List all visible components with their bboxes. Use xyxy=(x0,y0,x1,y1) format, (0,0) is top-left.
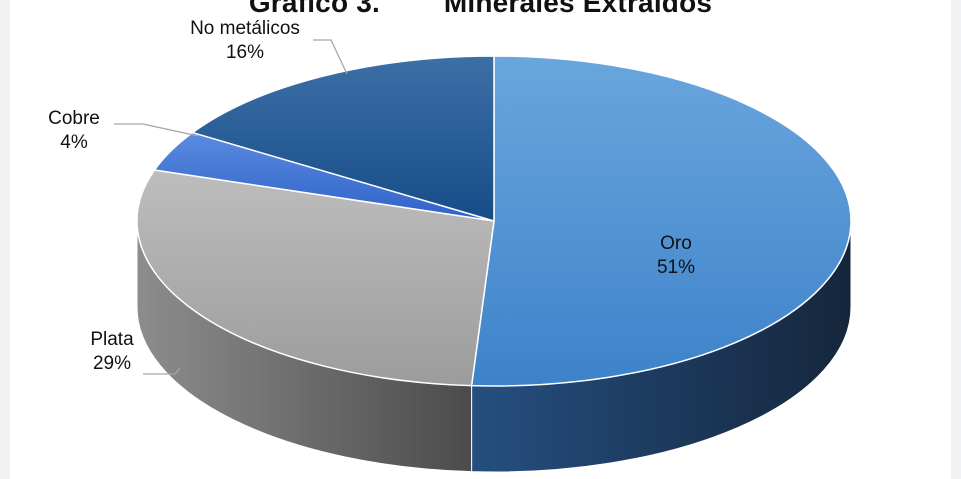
data-label-category-no-metalicos: No metálicos xyxy=(190,18,300,39)
data-label-category-plata: Plata xyxy=(90,329,134,350)
data-label-category-oro: Oro xyxy=(660,233,692,254)
data-label-category-cobre: Cobre xyxy=(48,108,100,129)
data-label-percent-oro: 51% xyxy=(657,257,695,278)
chart-title: Grafico 3. Minerales Extraidos xyxy=(248,0,713,18)
data-label-percent-no-metalicos: 16% xyxy=(226,42,264,63)
data-label-percent-plata: 29% xyxy=(93,353,131,374)
leader-line-plata xyxy=(143,367,181,375)
pie-slice-oro xyxy=(470,55,852,387)
data-label-percent-cobre: 4% xyxy=(60,132,88,153)
pie-slice-plata xyxy=(136,169,495,387)
leader-line-cobre xyxy=(114,123,199,137)
pie-slice-no-metalicos xyxy=(191,55,495,222)
leader-line-no-metalicos xyxy=(313,39,348,75)
